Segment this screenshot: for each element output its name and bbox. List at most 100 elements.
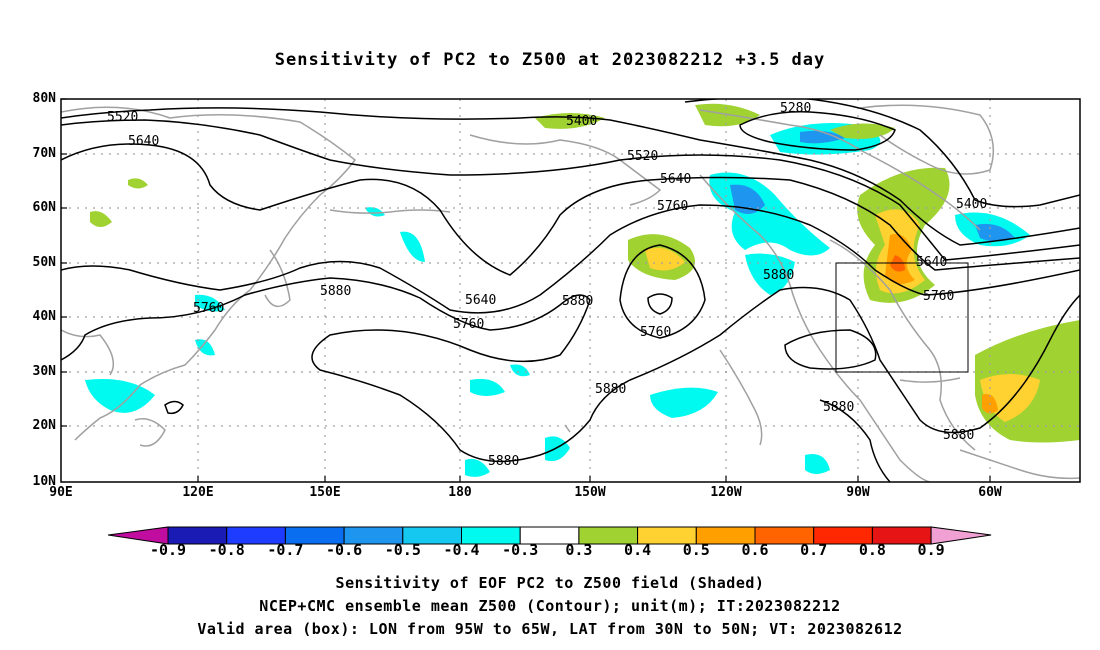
colorbar-tick-label: 0.9 — [917, 541, 945, 559]
contour-label: 5880 — [943, 428, 974, 443]
caption-valid-area: Valid area (box): LON from 95W to 65W, L… — [197, 620, 903, 638]
colorbar-tick-label: -0.6 — [326, 541, 363, 559]
shading-green — [90, 211, 112, 227]
lat-label: 30N — [32, 364, 56, 379]
shading-green — [830, 123, 895, 139]
coastline-southamerica — [959, 449, 1080, 480]
contour-5880 — [61, 277, 1080, 463]
lon-label: 90W — [846, 485, 870, 500]
caption-contour: NCEP+CMC ensemble mean Z500 (Contour); u… — [259, 597, 841, 615]
coastline-greenland — [859, 104, 995, 175]
shading-cyan — [545, 436, 570, 462]
lat-label: 80N — [32, 91, 56, 106]
lat-label: 20N — [32, 418, 56, 433]
contour-5880-low — [647, 293, 673, 315]
lon-label: 180 — [448, 485, 472, 500]
contour-label: 5640 — [660, 172, 691, 187]
contour-5880-asia — [164, 400, 184, 415]
lat-label: 60N — [32, 200, 56, 215]
coastline-baja — [719, 349, 763, 446]
lat-label: 70N — [32, 146, 56, 161]
contour-label: 5880 — [763, 268, 794, 283]
shading-green — [128, 178, 148, 189]
contour-label: 5400 — [566, 114, 597, 129]
contour-5400-west — [61, 107, 1080, 246]
contour-label: 5880 — [562, 294, 593, 309]
shading-cyan — [400, 231, 425, 262]
contour-5400 — [684, 99, 1080, 208]
colorbar-tick-label: 0.7 — [800, 541, 828, 559]
contour-label: 5520 — [107, 110, 138, 125]
shading-blue — [800, 130, 845, 144]
contour-label: 5640 — [465, 293, 496, 308]
colorbar-end-right — [930, 526, 992, 545]
contour-labels: 5280 5400 5400 5520 5520 5640 5640 5640 … — [107, 101, 987, 469]
contour-label: 5880 — [595, 382, 626, 397]
lat-label: 50N — [32, 255, 56, 270]
contour-label: 5280 — [780, 101, 811, 116]
coastline-northamerica — [829, 239, 976, 451]
valid-area-box — [835, 262, 969, 373]
coastline-asia — [61, 329, 115, 376]
shading-cyan — [365, 207, 385, 217]
contour-label: 5400 — [956, 197, 987, 212]
lon-label: 60W — [978, 485, 1002, 500]
colorbar-tick-label: 0.8 — [858, 541, 886, 559]
shading-cyan — [805, 454, 830, 474]
shading-blue — [975, 223, 1015, 242]
colorbar-tick-label: 0.5 — [682, 541, 710, 559]
coastline-asia — [134, 418, 166, 447]
contour-label: 5760 — [657, 199, 688, 214]
colorbar — [108, 526, 992, 545]
contour-5880-east — [784, 329, 877, 370]
contour-label: 5880 — [320, 284, 351, 299]
colorbar-tick-label: -0.4 — [443, 541, 480, 559]
colorbar-tick-label: -0.8 — [208, 541, 245, 559]
contour-label: 5760 — [923, 289, 954, 304]
caption-shading: Sensitivity of EOF PC2 to Z500 field (Sh… — [335, 574, 765, 592]
contour-label: 5760 — [453, 317, 484, 332]
contour-label: 5640 — [916, 255, 947, 270]
contour-label: 5520 — [627, 149, 658, 164]
axis-ticks — [61, 98, 991, 482]
coastline-canada — [699, 109, 981, 231]
z500-contours — [61, 99, 1080, 482]
colorbar-tick-label: 0.6 — [741, 541, 769, 559]
map-plot: 5280 5400 5400 5520 5520 5640 5640 5640 … — [60, 98, 1081, 483]
contour-5760 — [61, 204, 1080, 314]
lon-label: 150E — [309, 485, 341, 500]
map-title: Sensitivity of PC2 to Z500 at 2023082212… — [274, 50, 826, 70]
lat-label: 40N — [32, 309, 56, 324]
plot-frame — [60, 98, 1081, 483]
contour-5760-low — [619, 244, 706, 339]
coastline-caribbean — [899, 377, 961, 383]
coastline-aleutians — [329, 209, 451, 214]
contour-label: 5640 — [128, 134, 159, 149]
shading-cyan — [195, 339, 215, 356]
colorbar-tick-label: 0.3 — [565, 541, 593, 559]
shading-cyan — [650, 387, 718, 418]
coastline-alaska — [469, 134, 662, 206]
shading-cyan — [745, 253, 795, 295]
colorbar-tick-label: -0.5 — [384, 541, 421, 559]
lon-label: 90E — [49, 485, 73, 500]
lon-label: 120W — [710, 485, 742, 500]
colorbar-tick-label: 0.4 — [624, 541, 652, 559]
lat-label: 10N — [32, 474, 56, 489]
contour-label: 5760 — [193, 301, 224, 316]
contour-label: 5880 — [823, 400, 854, 415]
coastline-northamerica — [699, 174, 931, 482]
shading-cyan — [465, 458, 490, 477]
shaded-sensitivity — [85, 103, 1080, 477]
colorbar-tick-label: -0.3 — [502, 541, 539, 559]
contour-5880-south — [819, 399, 891, 482]
lon-label: 120E — [182, 485, 214, 500]
shading-cyan — [470, 378, 505, 396]
coastline-asia — [61, 106, 357, 441]
lon-label: 150W — [574, 485, 606, 500]
contour-5640 — [61, 143, 1080, 276]
shading-cyan — [510, 364, 530, 377]
contour-5520 — [61, 119, 1080, 261]
contour-5280 — [739, 111, 896, 151]
shading-orange — [645, 247, 685, 271]
